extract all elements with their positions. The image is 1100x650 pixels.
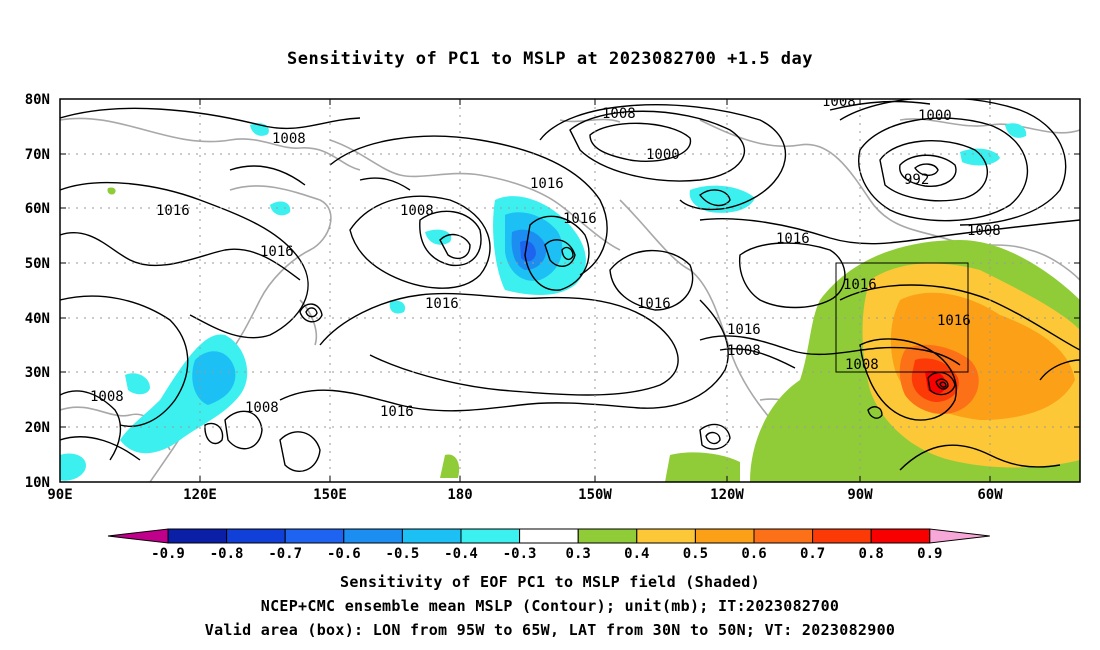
plot-frame bbox=[59, 98, 1081, 483]
negative-sensitivity-shading bbox=[60, 123, 1027, 481]
contour-label: 1000 bbox=[646, 147, 680, 163]
contour-label: 1000 bbox=[918, 108, 952, 124]
colorbar-box bbox=[519, 528, 579, 544]
contour-label: 1016 bbox=[425, 296, 459, 312]
contour-label: 1016 bbox=[637, 296, 671, 312]
colorbar-box bbox=[226, 528, 286, 544]
contour-label: 1008 bbox=[727, 343, 761, 359]
contour-label: 1008 bbox=[967, 223, 1001, 239]
contour-label: 1008 bbox=[845, 357, 879, 373]
colorbar-tick-label: 0.9 bbox=[917, 546, 942, 562]
colorbar-tick-label: 0.3 bbox=[566, 546, 591, 562]
colorbar-tick-label: 0.5 bbox=[683, 546, 708, 562]
contour-label: 1016 bbox=[380, 404, 414, 420]
contour-label: 1008 bbox=[245, 400, 279, 416]
contour-label: 1016 bbox=[563, 211, 597, 227]
caption-line-1: Sensitivity of EOF PC1 to MSLP field (Sh… bbox=[340, 573, 760, 591]
axis-ticks bbox=[60, 98, 1080, 483]
contour-label: 992 bbox=[904, 172, 929, 188]
lon-label: 90E bbox=[47, 487, 72, 503]
colorbar-box bbox=[577, 528, 638, 544]
colorbar-box bbox=[167, 528, 228, 544]
colorbar-box bbox=[401, 528, 462, 544]
contour-label: 1016 bbox=[937, 313, 971, 329]
lat-label: 50N bbox=[25, 256, 50, 272]
valid-area-box bbox=[835, 262, 969, 373]
colorbar-tick-label: 0.8 bbox=[859, 546, 884, 562]
lon-label: 180 bbox=[447, 487, 472, 503]
lon-label: 60W bbox=[977, 487, 1003, 503]
contour-label: 1016 bbox=[260, 244, 294, 260]
colorbar-tick-label: -0.5 bbox=[386, 546, 420, 562]
colorbar-tick-label: -0.8 bbox=[210, 546, 244, 562]
colorbar-min-arrow bbox=[107, 528, 169, 544]
colorbar-tick-label: 0.6 bbox=[741, 546, 766, 562]
contour-label: 1008 bbox=[822, 94, 856, 110]
colorbar-tick-label: -0.4 bbox=[444, 546, 478, 562]
lat-label: 20N bbox=[25, 420, 50, 436]
lon-label: 120W bbox=[710, 487, 744, 503]
colorbar-box bbox=[460, 528, 521, 544]
lat-label: 10N bbox=[25, 475, 50, 491]
colorbar-box bbox=[284, 528, 345, 544]
contour-label: 1016 bbox=[727, 322, 761, 338]
caption-line-2: NCEP+CMC ensemble mean MSLP (Contour); u… bbox=[260, 597, 840, 615]
colorbar-tick-label: 0.7 bbox=[800, 546, 825, 562]
lat-label: 30N bbox=[25, 365, 50, 381]
lon-label: 90W bbox=[847, 487, 873, 503]
latitude-labels: 80N 70N 60N 50N 40N 30N 20N 10N bbox=[25, 92, 50, 491]
contour-label: 1016 bbox=[156, 203, 190, 219]
colorbar-box bbox=[636, 528, 696, 544]
contour-label: 1008 bbox=[602, 106, 636, 122]
contour-label: 1016 bbox=[530, 176, 564, 192]
colorbar-box bbox=[694, 528, 755, 544]
lat-label: 60N bbox=[25, 201, 50, 217]
contour-labels: 1008 1016 1016 1008 1016 1016 1008 1000 … bbox=[90, 94, 1001, 420]
lon-label: 120E bbox=[183, 487, 217, 503]
contour-label: 1016 bbox=[776, 231, 810, 247]
colorbar-box bbox=[753, 528, 814, 544]
colorbar-tick-label: -0.3 bbox=[503, 546, 537, 562]
positive-sensitivity-shading bbox=[107, 187, 1080, 482]
lat-label: 40N bbox=[25, 311, 50, 327]
map-title: Sensitivity of PC1 to MSLP at 2023082700… bbox=[286, 49, 813, 69]
longitude-labels: 90E 120E 150E 180 150W 120W 90W 60W bbox=[47, 487, 1003, 503]
colorbar-box bbox=[870, 528, 931, 544]
contour-label: 1016 bbox=[843, 277, 877, 293]
caption-line-3: Valid area (box): LON from 95W to 65W, L… bbox=[204, 621, 896, 639]
colorbar-tick-label: -0.6 bbox=[327, 546, 361, 562]
colorbar-tick-label: 0.4 bbox=[624, 546, 649, 562]
contour-label: 1008 bbox=[400, 203, 434, 219]
lon-label: 150E bbox=[313, 487, 347, 503]
lat-label: 70N bbox=[25, 147, 50, 163]
colorbar-tick-label: -0.7 bbox=[268, 546, 302, 562]
contour-label: 1008 bbox=[90, 389, 124, 405]
lat-label: 80N bbox=[25, 92, 50, 108]
contour-label: 1008 bbox=[272, 131, 306, 147]
colorbar-tick-label: -0.9 bbox=[151, 546, 185, 562]
lon-label: 150W bbox=[578, 487, 612, 503]
colorbar-box bbox=[343, 528, 403, 544]
colorbar-box bbox=[812, 528, 872, 544]
colorbar-max-arrow bbox=[929, 528, 990, 544]
colorbar: -0.9 -0.8 -0.7 -0.6 -0.5 -0.4 -0.3 0.3 0.4 0.5 0.6… bbox=[107, 528, 990, 562]
